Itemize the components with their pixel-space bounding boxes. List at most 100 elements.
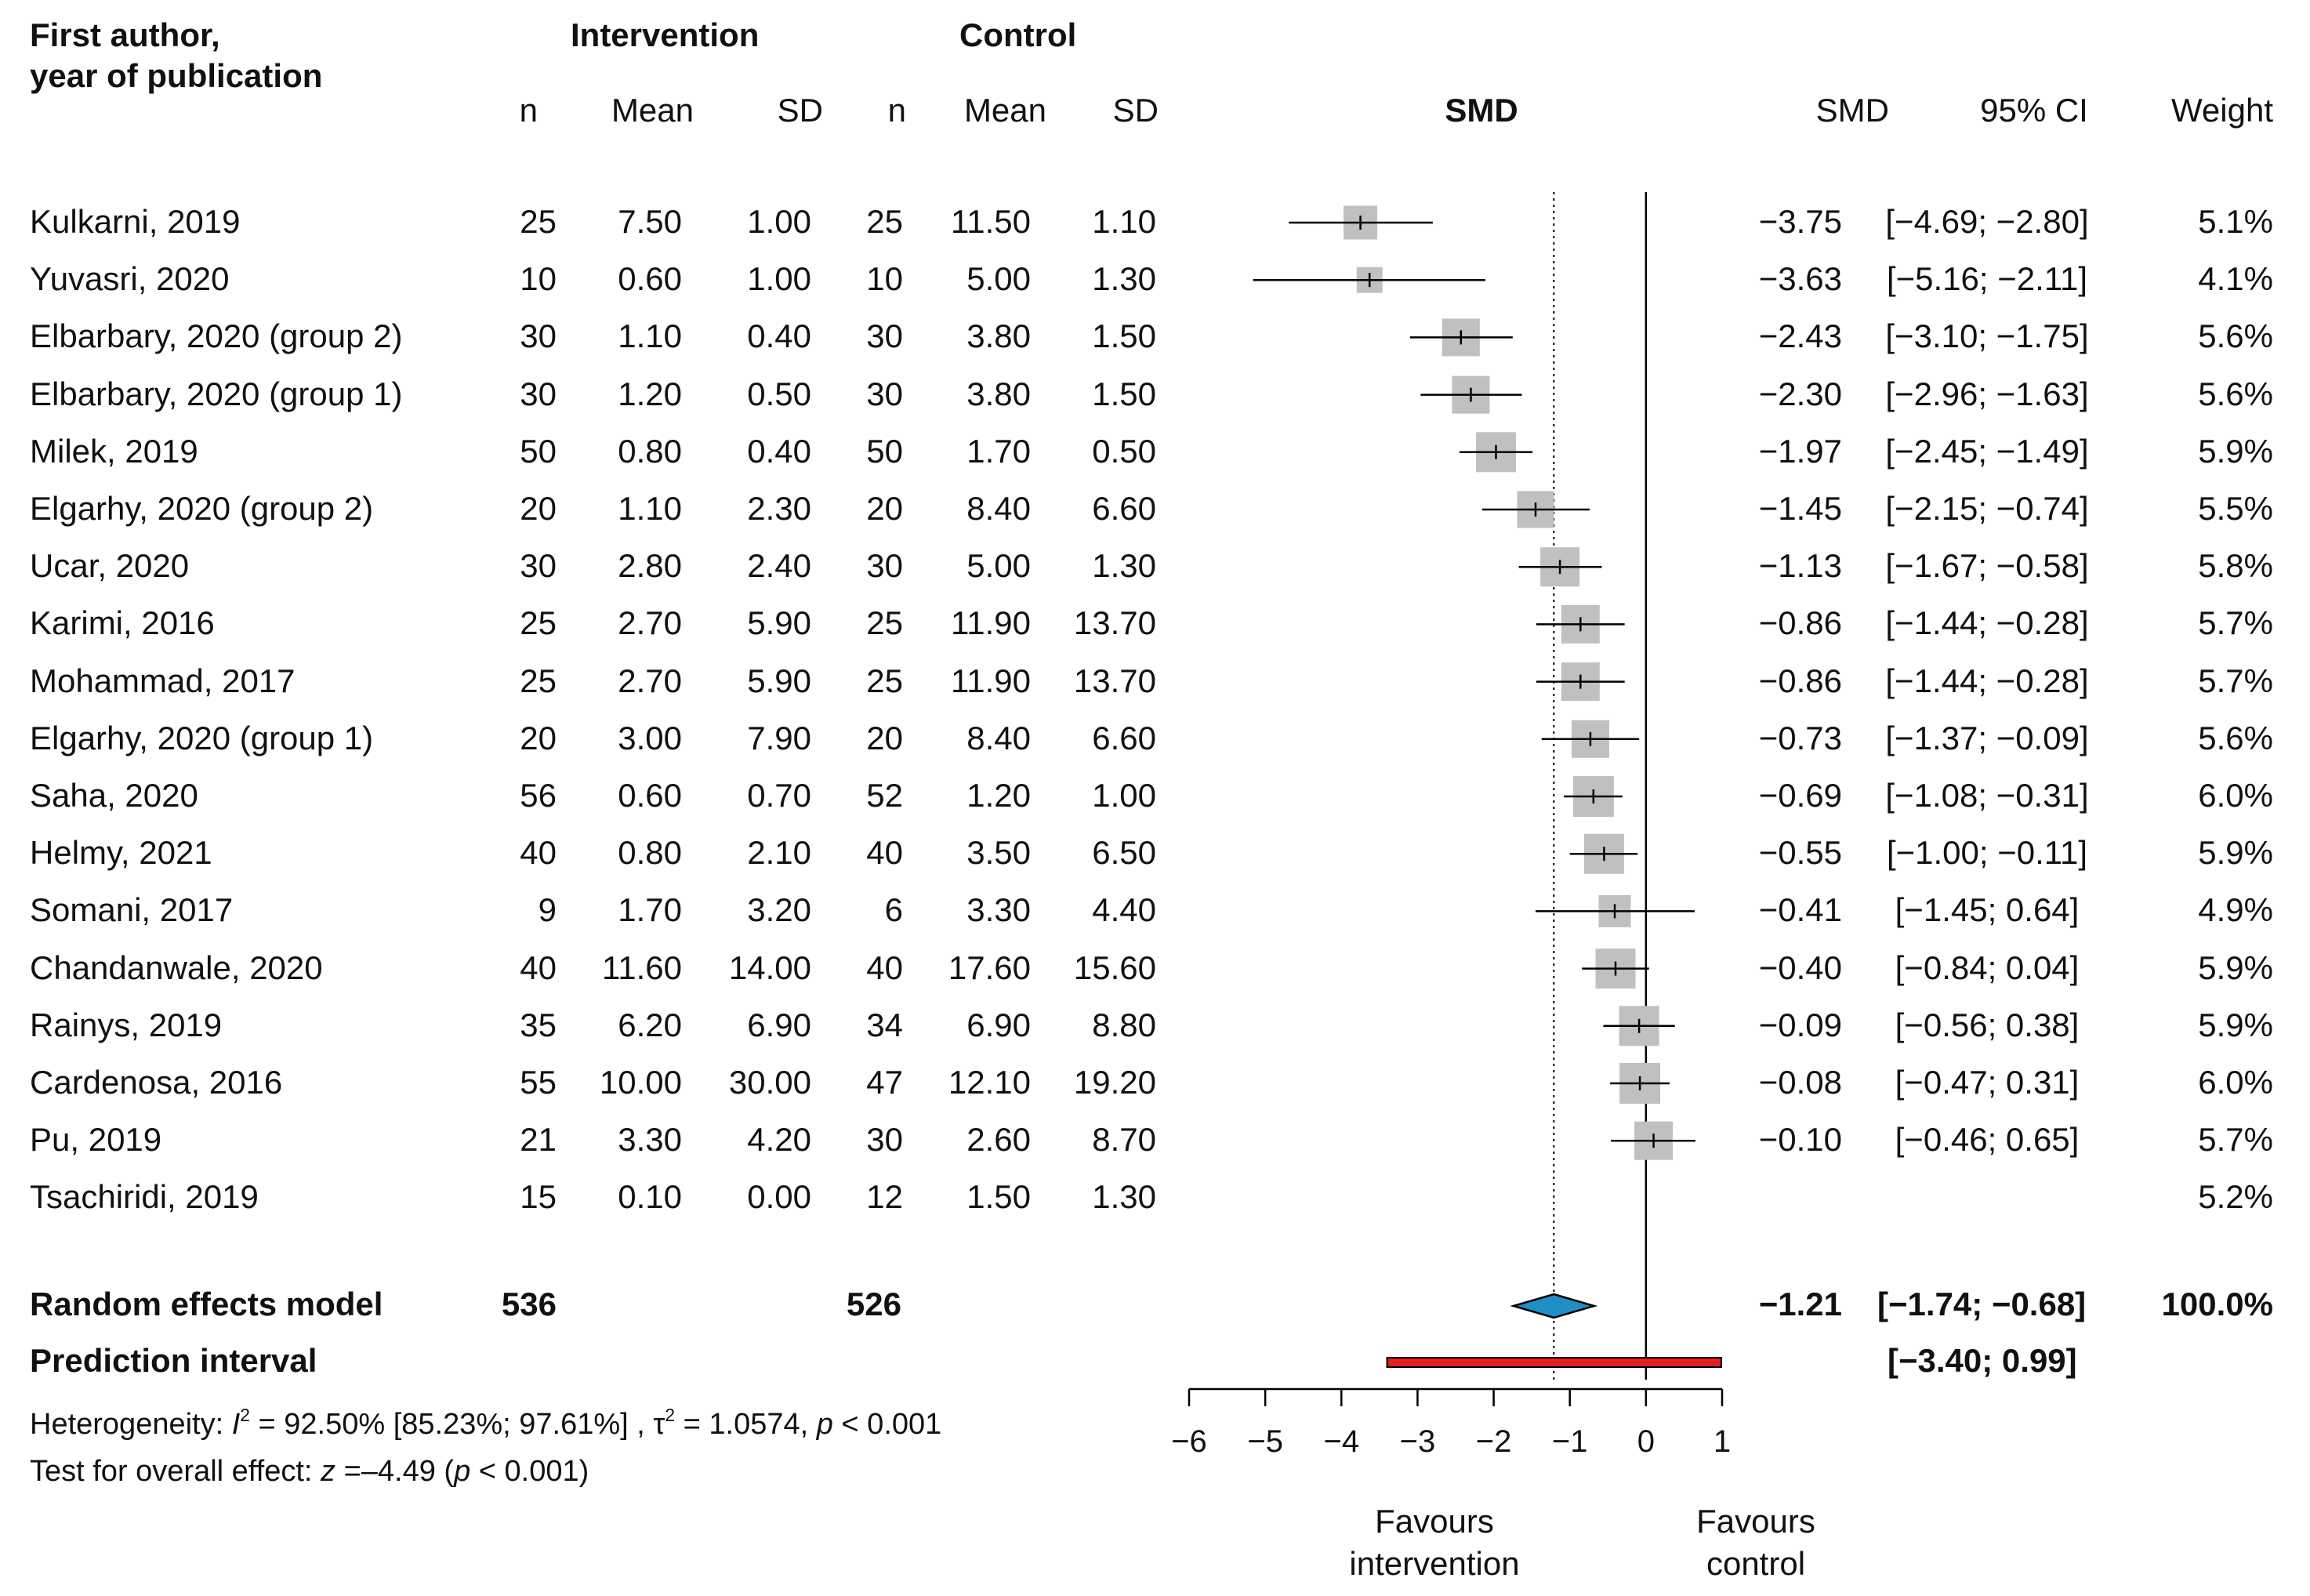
x-axis-tick-label: −5 xyxy=(1247,1424,1283,1459)
ci-value: [−1.37; −0.09] xyxy=(1885,719,2089,756)
favours-intervention-line2: intervention xyxy=(1349,1545,1520,1582)
n-intervention: 10 xyxy=(520,260,557,298)
sd-intervention: 14.00 xyxy=(728,949,811,986)
pooled-n-ctl: 526 xyxy=(846,1286,901,1322)
smd-value: −0.86 xyxy=(1758,604,1842,642)
x-axis-tick-label: −4 xyxy=(1323,1424,1359,1459)
mean-control: 5.00 xyxy=(966,547,1031,585)
n-intervention: 21 xyxy=(520,1121,557,1159)
prediction-ci: [−3.40; 0.99] xyxy=(1888,1342,2077,1379)
sd-intervention: 2.40 xyxy=(747,547,811,585)
smd-value: −0.08 xyxy=(1758,1064,1842,1101)
n-intervention: 20 xyxy=(520,490,557,527)
sd-control: 0.50 xyxy=(1092,432,1156,470)
ci-value: [−2.96; −1.63] xyxy=(1885,375,2089,412)
weight-value: 5.7% xyxy=(2198,1121,2273,1159)
mean-intervention: 3.30 xyxy=(618,1121,682,1159)
weight-value: 6.0% xyxy=(2198,777,2273,814)
pooled-weight: 100.0% xyxy=(2161,1286,2273,1322)
weight-value: 5.7% xyxy=(2198,604,2273,642)
col-header-mean-int: Mean xyxy=(611,92,694,129)
n-control: 47 xyxy=(866,1064,903,1101)
sd-control: 1.50 xyxy=(1092,375,1156,412)
n-control: 30 xyxy=(866,317,903,355)
pooled-diamond xyxy=(1510,1293,1598,1319)
sd-control: 8.80 xyxy=(1092,1006,1156,1043)
weight-value: 4.9% xyxy=(2198,891,2273,929)
mean-control: 3.80 xyxy=(966,375,1031,412)
weight-value: 5.6% xyxy=(2198,317,2273,355)
study-name: Elgarhy, 2020 (group 2) xyxy=(30,490,374,527)
study-name: Pu, 2019 xyxy=(30,1121,162,1159)
mean-intervention: 7.50 xyxy=(618,203,682,240)
study-name: Kulkarni, 2019 xyxy=(30,203,241,240)
sd-intervention: 2.10 xyxy=(747,834,811,872)
sd-intervention: 0.00 xyxy=(747,1178,811,1216)
mean-intervention: 3.00 xyxy=(618,719,682,756)
mean-intervention: 1.10 xyxy=(618,490,682,527)
col-header-sd-int: SD xyxy=(777,92,823,129)
sd-intervention: 6.90 xyxy=(747,1006,811,1043)
n-control: 25 xyxy=(866,662,903,699)
control-header: Control xyxy=(959,16,1077,53)
ci-value: [−3.10; −1.75] xyxy=(1885,317,2089,355)
sd-intervention: 7.90 xyxy=(747,719,811,756)
sd-intervention: 3.20 xyxy=(747,891,811,929)
n-intervention: 55 xyxy=(520,1064,557,1101)
sd-control: 13.70 xyxy=(1073,604,1156,642)
mean-control: 1.50 xyxy=(966,1178,1031,1216)
sd-intervention: 30.00 xyxy=(728,1064,811,1101)
n-control: 6 xyxy=(884,891,903,929)
n-intervention: 9 xyxy=(538,891,557,929)
sd-control: 6.60 xyxy=(1092,719,1156,756)
n-intervention: 40 xyxy=(520,949,557,986)
n-control: 52 xyxy=(866,777,903,814)
sd-control: 1.30 xyxy=(1092,1178,1156,1216)
study-column-header-line2: year of publication xyxy=(30,57,323,94)
n-control: 20 xyxy=(866,719,903,756)
study-name: Elgarhy, 2020 (group 1) xyxy=(30,719,374,756)
study-name: Helmy, 2021 xyxy=(30,834,212,872)
x-axis-tick-label: −6 xyxy=(1171,1424,1207,1459)
sd-control: 4.40 xyxy=(1092,891,1156,929)
mean-control: 2.60 xyxy=(966,1121,1031,1159)
n-control: 10 xyxy=(866,260,903,298)
mean-intervention: 1.70 xyxy=(618,891,682,929)
mean-intervention: 10.00 xyxy=(599,1064,682,1101)
col-header-sd-ctl: SD xyxy=(1112,92,1159,129)
mean-control: 17.60 xyxy=(948,949,1031,986)
favours-intervention-line1: Favours xyxy=(1375,1503,1494,1540)
pooled-ci: [−1.74; −0.68] xyxy=(1877,1286,2087,1322)
sd-control: 6.60 xyxy=(1092,490,1156,527)
sd-intervention: 0.40 xyxy=(747,317,811,355)
smd-value: −0.09 xyxy=(1758,1006,1842,1043)
mean-intervention: 11.60 xyxy=(602,949,682,986)
ci-value: [−1.08; −0.31] xyxy=(1885,777,2089,814)
n-intervention: 15 xyxy=(520,1178,557,1216)
mean-intervention: 2.80 xyxy=(618,547,682,585)
weight-value: 5.7% xyxy=(2198,662,2273,699)
prediction-label: Prediction interval xyxy=(30,1342,317,1379)
n-intervention: 40 xyxy=(520,834,557,872)
sd-intervention: 0.50 xyxy=(747,375,811,412)
mean-intervention: 6.20 xyxy=(618,1006,682,1043)
x-axis-tick-label: 1 xyxy=(1713,1424,1731,1459)
mean-intervention: 1.10 xyxy=(618,317,682,355)
n-intervention: 25 xyxy=(520,662,557,699)
sd-control: 1.50 xyxy=(1092,317,1156,355)
smd-value: −3.75 xyxy=(1758,203,1842,240)
col-header-weight: Weight xyxy=(2171,92,2273,129)
ci-value: [−1.44; −0.28] xyxy=(1885,662,2089,699)
study-name: Chandanwale, 2020 xyxy=(30,949,323,986)
mean-control: 6.90 xyxy=(966,1006,1031,1043)
ci-value: [−0.84; 0.04] xyxy=(1895,949,2080,986)
study-name: Mohammad, 2017 xyxy=(30,662,296,699)
weight-value: 5.5% xyxy=(2198,490,2273,527)
pooled-smd: −1.21 xyxy=(1758,1286,1842,1322)
sd-intervention: 5.90 xyxy=(747,604,811,642)
weight-value: 5.1% xyxy=(2198,203,2273,240)
x-axis-tick-label: −3 xyxy=(1400,1424,1436,1459)
mean-intervention: 2.70 xyxy=(618,604,682,642)
mean-control: 3.80 xyxy=(966,317,1031,355)
